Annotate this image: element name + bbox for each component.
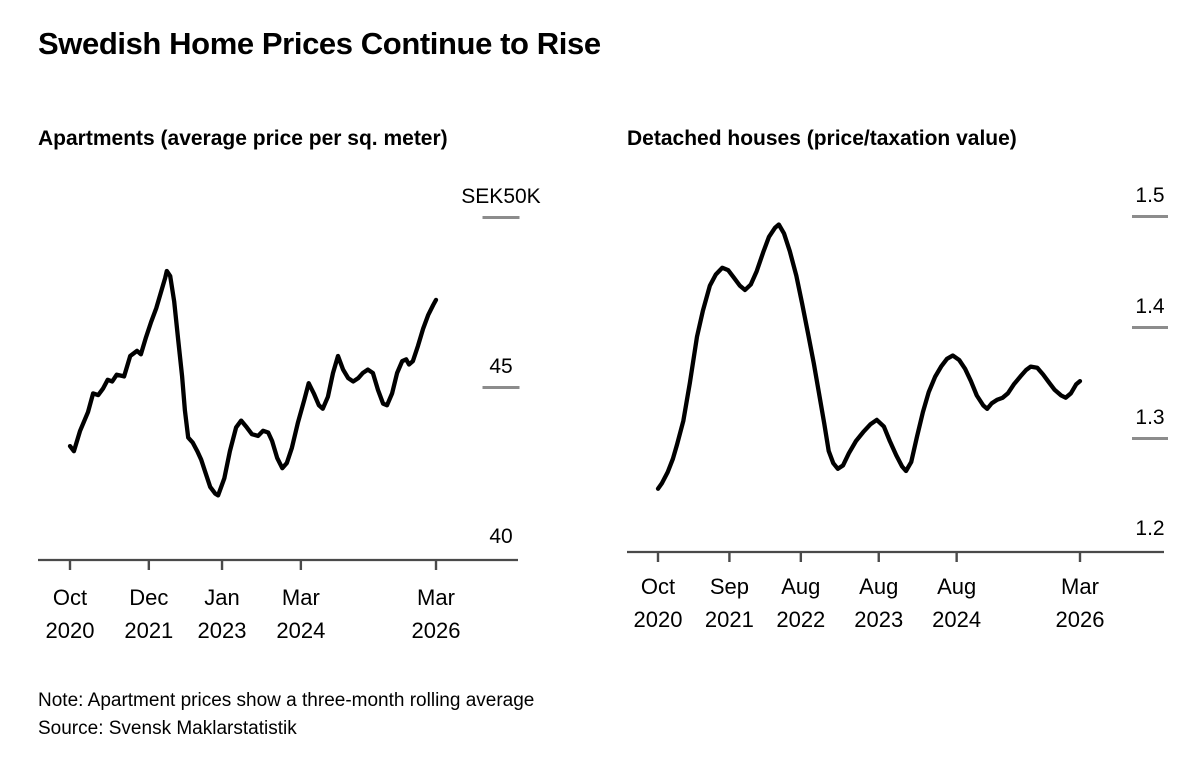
x-tick-month-label: Oct — [640, 574, 676, 599]
x-tick-month-label: Aug — [781, 574, 821, 599]
y-axis-label: 1.4 — [1135, 295, 1165, 318]
x-tick-year-label: 2023 — [197, 618, 247, 643]
y-axis-label: 1.5 — [1135, 184, 1165, 207]
x-tick-year-label: 2020 — [633, 607, 683, 632]
apartments-price-line — [67, 268, 439, 498]
x-tick-year-label: 2021 — [704, 607, 754, 632]
footer-note: Note: Apartment prices show a three-mont… — [38, 690, 535, 711]
x-tick-year-label: 2024 — [276, 618, 326, 643]
y-axis-label: 1.3 — [1135, 406, 1165, 429]
y-axis-dash — [482, 386, 520, 389]
y-axis-dash — [1132, 437, 1168, 440]
x-tick-year-label: 2023 — [854, 607, 904, 632]
x-tick-month-label: Oct — [52, 585, 88, 610]
x-tick-month-label: Dec — [129, 585, 169, 610]
detached-houses-ratio-line — [655, 222, 1083, 491]
x-tick-month-label: Mar — [1061, 574, 1099, 599]
x-tick-year-label: 2026 — [411, 618, 461, 643]
chart-subtitle-apartments: Apartments (average price per sq. meter) — [38, 127, 448, 150]
y-axis-label: 45 — [489, 355, 513, 378]
x-tick-month-label: Aug — [859, 574, 899, 599]
y-axis-dash — [482, 216, 520, 219]
y-axis-label: 1.2 — [1135, 517, 1165, 540]
x-tick-year-label: 2024 — [932, 607, 982, 632]
x-tick-month-label: Aug — [937, 574, 977, 599]
page-title: Swedish Home Prices Continue to Rise — [38, 26, 601, 61]
x-tick-year-label: 2021 — [124, 618, 174, 643]
y-axis-label: 40 — [489, 525, 513, 548]
x-tick-month-label: Sep — [709, 574, 749, 599]
x-tick-year-label: 2026 — [1055, 607, 1105, 632]
x-tick-year-label: 2022 — [776, 607, 826, 632]
footer-source: Source: Svensk Maklarstatistik — [38, 718, 297, 739]
y-axis-label: SEK50K — [461, 185, 541, 208]
y-axis-dash — [1132, 215, 1168, 218]
y-axis-dash — [1132, 326, 1168, 329]
x-tick-year-label: 2020 — [45, 618, 95, 643]
chart-subtitle-detached-houses: Detached houses (price/taxation value) — [627, 127, 1017, 150]
x-tick-month-label: Jan — [204, 585, 240, 610]
x-tick-month-label: Mar — [417, 585, 455, 610]
x-tick-month-label: Mar — [281, 585, 320, 610]
